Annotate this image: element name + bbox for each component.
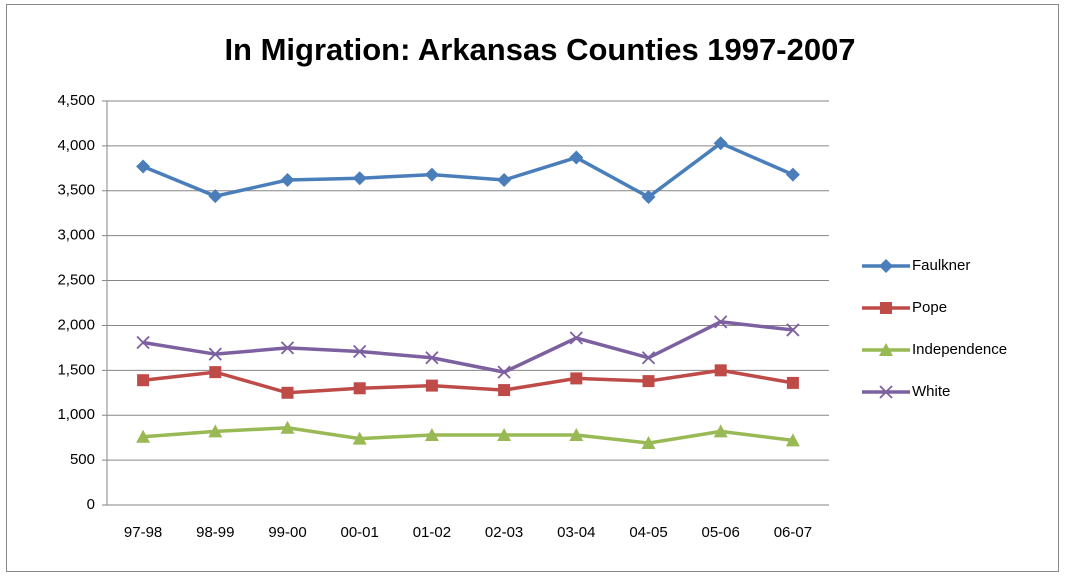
marker xyxy=(352,171,367,186)
legend-label: White xyxy=(912,383,950,400)
marker xyxy=(641,190,656,205)
marker xyxy=(497,365,511,379)
marker xyxy=(569,427,584,441)
marker xyxy=(569,150,584,165)
x-tick-label: 02-03 xyxy=(485,524,523,541)
marker xyxy=(498,384,511,397)
x-tick-label: 03-04 xyxy=(557,524,595,541)
x-tick-label: 98-99 xyxy=(196,524,234,541)
y-tick-label: 500 xyxy=(70,451,95,468)
marker xyxy=(713,136,728,151)
marker xyxy=(208,347,222,361)
y-tick-label: 2,000 xyxy=(57,316,95,333)
marker xyxy=(786,323,800,337)
legend-label: Pope xyxy=(912,299,947,316)
x-tick-label: 99-00 xyxy=(268,524,306,541)
marker xyxy=(641,351,656,365)
x-tick-label: 01-02 xyxy=(413,524,451,541)
marker xyxy=(642,375,655,388)
marker xyxy=(424,427,439,441)
x-tick-label: 00-01 xyxy=(341,524,379,541)
series-line xyxy=(142,320,794,374)
marker xyxy=(879,343,893,356)
series-line xyxy=(142,368,794,395)
series-line xyxy=(142,141,794,200)
marker xyxy=(280,420,295,434)
marker xyxy=(137,374,150,387)
legend-label: Independence xyxy=(912,341,1007,358)
marker xyxy=(785,167,800,182)
marker xyxy=(714,315,728,329)
y-tick-label: 1,500 xyxy=(57,361,95,378)
marker xyxy=(208,189,223,204)
marker xyxy=(280,341,295,355)
y-tick-label: 1,000 xyxy=(57,406,95,423)
marker xyxy=(879,385,893,399)
y-tick-label: 3,000 xyxy=(57,227,95,244)
marker xyxy=(353,382,366,395)
marker xyxy=(497,173,512,188)
marker xyxy=(280,173,295,188)
marker xyxy=(641,436,656,450)
x-tick-label: 05-06 xyxy=(702,524,740,541)
marker xyxy=(880,302,892,314)
y-tick-label: 0 xyxy=(87,496,95,513)
marker xyxy=(281,386,294,399)
marker xyxy=(136,159,151,174)
marker xyxy=(136,429,151,443)
marker xyxy=(785,433,800,447)
marker xyxy=(136,335,150,350)
marker xyxy=(425,351,439,365)
y-tick-label: 4,000 xyxy=(57,137,95,154)
marker xyxy=(208,424,223,438)
marker xyxy=(570,372,583,385)
marker xyxy=(424,167,439,182)
marker xyxy=(786,376,799,389)
chart-border xyxy=(6,4,1059,572)
marker xyxy=(425,379,438,392)
legend-label: Faulkner xyxy=(912,257,970,274)
x-tick-label: 04-05 xyxy=(629,524,667,541)
x-tick-label: 97-98 xyxy=(124,524,162,541)
marker xyxy=(569,331,583,345)
marker xyxy=(353,344,367,359)
marker xyxy=(352,431,367,445)
y-tick-label: 3,500 xyxy=(57,182,95,199)
marker xyxy=(209,366,222,379)
y-tick-label: 4,500 xyxy=(57,92,95,109)
marker xyxy=(497,427,512,441)
x-tick-label: 06-07 xyxy=(774,524,812,541)
marker xyxy=(879,259,893,273)
marker xyxy=(714,364,727,377)
y-tick-label: 2,500 xyxy=(57,272,95,289)
marker xyxy=(713,424,728,438)
series-line xyxy=(142,426,794,445)
chart-title: In Migration: Arkansas Counties 1997-200… xyxy=(224,32,855,67)
